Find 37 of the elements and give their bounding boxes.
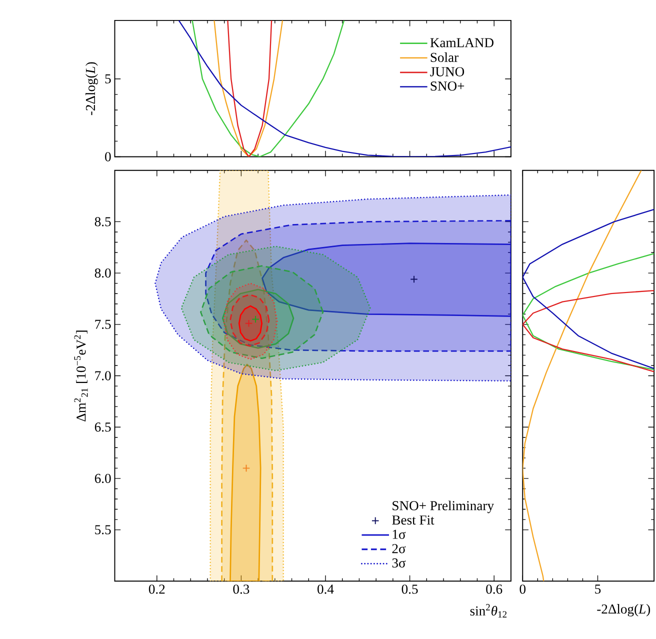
x-tick-label: 0.2 <box>148 584 165 594</box>
line-series <box>178 20 511 157</box>
legend-label: KamLAND <box>430 38 494 48</box>
y-tick-label: 6.0 <box>94 474 111 484</box>
y-axis-title: -2Δlog(L) <box>86 62 98 116</box>
y-tick-label: 6.5 <box>94 422 111 432</box>
line-series <box>192 20 345 157</box>
line-series <box>214 20 284 157</box>
x-tick-label: 0.6 <box>486 584 502 594</box>
y-tick-label: 8.5 <box>94 217 111 227</box>
y-tick-label: 7.5 <box>95 320 111 330</box>
x-tick-label: 0.4 <box>318 584 334 594</box>
line-series <box>227 20 272 157</box>
x-axis-title: sin$^{2}$θ$_{12}$ <box>470 604 507 618</box>
legend-label: JUNO <box>430 67 464 77</box>
point <box>252 316 260 324</box>
point <box>410 276 418 284</box>
legend-label: 2σ <box>392 544 406 554</box>
y-axis-title: Δm$^{2}$$_{21}$ [10$^{−5}$eV$^{2}$] <box>74 330 88 422</box>
legend-label: 3σ <box>392 558 406 568</box>
y-tick-label: 7.0 <box>95 371 111 381</box>
legend-label: SNO+ <box>430 82 464 91</box>
legend-label: 1σ <box>392 530 406 540</box>
point <box>242 464 250 472</box>
y-tick-label: 0 <box>105 152 111 162</box>
x-tick-label: 0.5 <box>402 584 418 594</box>
y-tick-label: 5.5 <box>95 525 111 535</box>
legend-label: Solar <box>430 52 458 62</box>
legend-label: Best Fit <box>392 516 434 525</box>
x-tick-label: 0 <box>520 584 526 594</box>
point <box>244 320 253 328</box>
x-tick-label: 0.3 <box>233 584 250 594</box>
x-axis-title: -2Δlog(L) <box>597 604 650 617</box>
x-tick-label: 5 <box>595 584 601 594</box>
legend-title: SNO+ Preliminary <box>392 500 494 514</box>
y-tick-label: 8.0 <box>94 268 111 278</box>
y-tick-label: 5 <box>105 74 111 84</box>
